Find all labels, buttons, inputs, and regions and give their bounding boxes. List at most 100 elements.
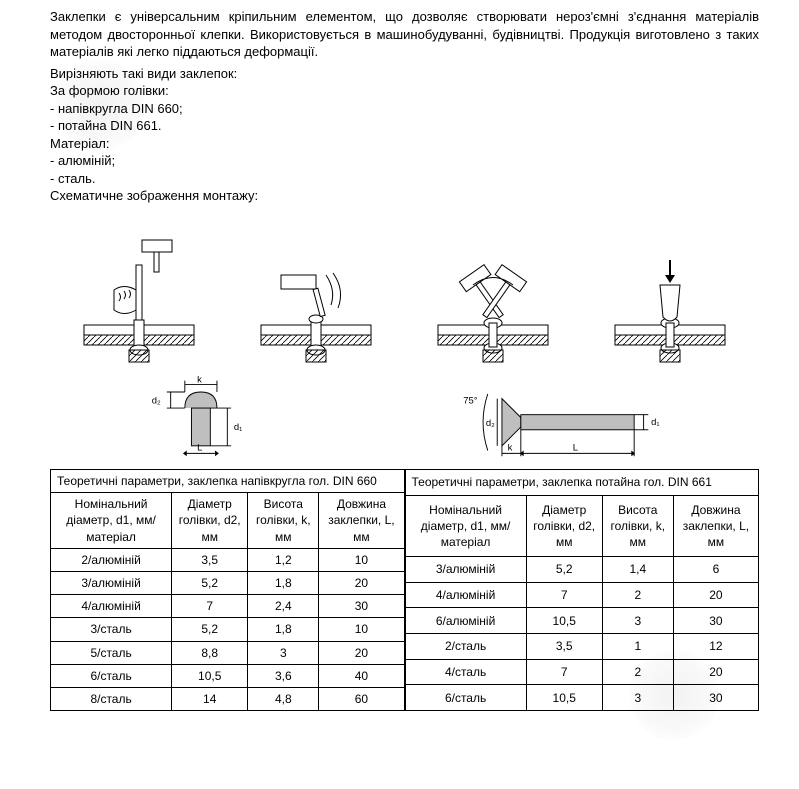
label-d1: d₁ bbox=[234, 422, 242, 433]
material-heading: Матеріал: bbox=[50, 135, 759, 153]
table-cell: 10,5 bbox=[526, 608, 602, 634]
table-row: 3/алюміній5,21,820 bbox=[51, 571, 405, 594]
types-heading: Вирізняють такі види заклепок: bbox=[50, 65, 759, 83]
table-cell: 20 bbox=[673, 659, 758, 685]
tables: Теоретичні параметри, заклепка напівкруг… bbox=[50, 469, 759, 711]
table-cell: 3,5 bbox=[172, 548, 248, 571]
dimension-schematics: k d₂ d₁ L 75° d₂ d₁ k bbox=[50, 375, 759, 465]
table-cell: 5,2 bbox=[172, 571, 248, 594]
table-cell: 1 bbox=[602, 634, 673, 660]
diagram-step-3 bbox=[405, 235, 582, 365]
table-cell: 2/алюміній bbox=[51, 548, 172, 571]
table-title: Теоретичні параметри, заклепка напівкруг… bbox=[51, 470, 405, 493]
table-cell: 6/алюміній bbox=[405, 608, 526, 634]
form-item: - напівкругла DIN 660; bbox=[50, 100, 759, 118]
diagram-step-4 bbox=[582, 235, 759, 365]
table-cell: 5,2 bbox=[172, 618, 248, 641]
table-cell: 20 bbox=[319, 641, 404, 664]
table-cell: 1,2 bbox=[248, 548, 319, 571]
table-cell: 4/алюміній bbox=[51, 595, 172, 618]
table-din661: Теоретичні параметри, заклепка потайна г… bbox=[405, 469, 760, 711]
table-row: 4/алюміній7220 bbox=[405, 582, 759, 608]
table-cell: 20 bbox=[673, 582, 758, 608]
table-cell: 2,4 bbox=[248, 595, 319, 618]
table-cell: 6 bbox=[673, 557, 758, 583]
schematic-din661: 75° d₂ d₁ k L bbox=[450, 375, 696, 460]
table-cell: 30 bbox=[673, 608, 758, 634]
montage-diagrams bbox=[50, 225, 759, 365]
form-item: - потайна DIN 661. bbox=[50, 117, 759, 135]
table-cell: 8/сталь bbox=[51, 687, 172, 710]
table-cell: 8,8 bbox=[172, 641, 248, 664]
table-cell: 20 bbox=[319, 571, 404, 594]
intro-paragraph: Заклепки є універсальним кріпильним елем… bbox=[50, 8, 759, 61]
table-cell: 3/сталь bbox=[51, 618, 172, 641]
table-cell: 4,8 bbox=[248, 687, 319, 710]
diagram-step-2 bbox=[227, 235, 404, 365]
table-row: 5/сталь8,8320 bbox=[51, 641, 405, 664]
table-cell: 10 bbox=[319, 548, 404, 571]
table-cell: 1,8 bbox=[248, 571, 319, 594]
table-row: 3/сталь5,21,810 bbox=[51, 618, 405, 641]
table-cell: 3 bbox=[602, 608, 673, 634]
table-cell: 10,5 bbox=[172, 664, 248, 687]
table-row: 2/алюміній3,51,210 bbox=[51, 548, 405, 571]
table-header-row: Номінальний діаметр, d1, мм/ матеріал Ді… bbox=[405, 495, 759, 556]
table-cell: 30 bbox=[673, 685, 758, 711]
table-cell: 2 bbox=[602, 659, 673, 685]
table-cell: 6/сталь bbox=[405, 685, 526, 711]
table-cell: 1,4 bbox=[602, 557, 673, 583]
table-cell: 5/сталь bbox=[51, 641, 172, 664]
col-header: Номінальний діаметр, d1, мм/ матеріал bbox=[405, 495, 526, 556]
table-cell: 6/сталь bbox=[51, 664, 172, 687]
form-heading: За формою голівки: bbox=[50, 82, 759, 100]
table-cell: 30 bbox=[319, 595, 404, 618]
table-cell: 3,5 bbox=[526, 634, 602, 660]
schematic-heading: Схематичне зображення монтажу: bbox=[50, 187, 759, 205]
material-item: - алюміній; bbox=[50, 152, 759, 170]
table-cell: 4/алюміній bbox=[405, 582, 526, 608]
material-item: - сталь. bbox=[50, 170, 759, 188]
table-title: Теоретичні параметри, заклепка потайна г… bbox=[405, 470, 759, 496]
schematic-din660: k d₂ d₁ L bbox=[114, 375, 322, 460]
table-row: 6/алюміній10,5330 bbox=[405, 608, 759, 634]
label-L: L bbox=[197, 443, 202, 454]
table-cell: 10 bbox=[319, 618, 404, 641]
table-cell: 12 bbox=[673, 634, 758, 660]
col-header: Висота голівки, k, мм bbox=[248, 493, 319, 549]
table-cell: 4/сталь bbox=[405, 659, 526, 685]
table-row: 6/сталь10,5330 bbox=[405, 685, 759, 711]
table-cell: 7 bbox=[526, 582, 602, 608]
label-d1: d₁ bbox=[651, 417, 659, 428]
label-d2: d₂ bbox=[485, 418, 494, 429]
col-header: Діаметр голівки, d2, мм bbox=[526, 495, 602, 556]
table-row: 2/сталь3,5112 bbox=[405, 634, 759, 660]
table-row: 8/сталь144,860 bbox=[51, 687, 405, 710]
table-row: 3/алюміній5,21,46 bbox=[405, 557, 759, 583]
table-cell: 1,8 bbox=[248, 618, 319, 641]
table-row: 4/алюміній72,430 bbox=[51, 595, 405, 618]
table-cell: 3 bbox=[602, 685, 673, 711]
table-cell: 3,6 bbox=[248, 664, 319, 687]
col-header: Номінальний діаметр, d1, мм/ матеріал bbox=[51, 493, 172, 549]
label-d2: d₂ bbox=[152, 395, 161, 406]
table-cell: 2/сталь bbox=[405, 634, 526, 660]
table-cell: 7 bbox=[172, 595, 248, 618]
col-header: Довжина заклепки, L, мм bbox=[673, 495, 758, 556]
table-cell: 5,2 bbox=[526, 557, 602, 583]
types-block: Вирізняють такі види заклепок: За формою… bbox=[50, 65, 759, 205]
table-din660: Теоретичні параметри, заклепка напівкруг… bbox=[50, 469, 405, 711]
table-row: 4/сталь7220 bbox=[405, 659, 759, 685]
table-row: 6/сталь10,53,640 bbox=[51, 664, 405, 687]
label-k: k bbox=[507, 443, 512, 454]
col-header: Висота голівки, k, мм bbox=[602, 495, 673, 556]
col-header: Діаметр голівки, d2, мм bbox=[172, 493, 248, 549]
col-header: Довжина заклепки, L, мм bbox=[319, 493, 404, 549]
label-angle: 75° bbox=[463, 395, 477, 406]
label-L: L bbox=[572, 443, 577, 454]
label-k: k bbox=[197, 375, 202, 386]
table-cell: 3/алюміній bbox=[51, 571, 172, 594]
table-cell: 40 bbox=[319, 664, 404, 687]
table-cell: 2 bbox=[602, 582, 673, 608]
table-cell: 10,5 bbox=[526, 685, 602, 711]
